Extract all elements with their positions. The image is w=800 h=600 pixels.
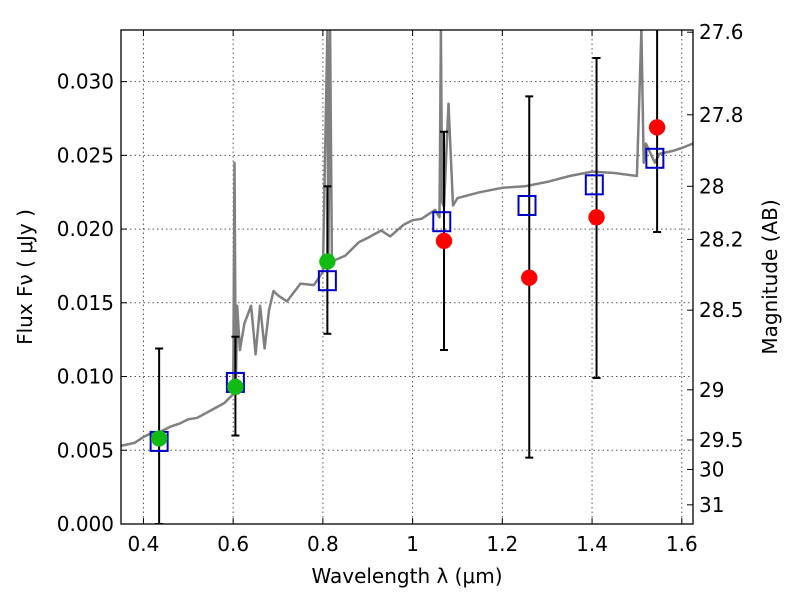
y-tick-label: 0.015 xyxy=(57,291,114,315)
x-tick-label: 0.6 xyxy=(217,532,249,556)
upper-limit-point xyxy=(648,119,666,136)
plot-area xyxy=(121,30,693,524)
axes-frame xyxy=(120,29,694,525)
upper-limit-point xyxy=(521,269,538,286)
y-tick-label: 0.025 xyxy=(57,143,114,167)
x-tick-label: 1.6 xyxy=(666,532,698,556)
x-tick-label: 0.4 xyxy=(128,532,160,556)
tick-labels: 0.4 0.6 0.8 1 1.2 1.4 1.6 0.000 0.005 0.010 0.015 0… xyxy=(57,20,744,556)
y-tick-label: 0.000 xyxy=(57,512,114,536)
x-tick-label: 1.2 xyxy=(486,532,518,556)
detection-point xyxy=(319,253,336,270)
y2-tick-label: 27.6 xyxy=(699,20,744,44)
model-photometry-square xyxy=(584,174,604,196)
model-photometry-square xyxy=(645,147,665,169)
detection-point xyxy=(150,430,168,447)
marker-layer xyxy=(149,119,666,452)
model-photometry-square xyxy=(517,194,537,216)
y-tick-label: 0.030 xyxy=(57,70,114,94)
x-tick-label: 0.8 xyxy=(307,532,339,556)
x-tick-label: 1 xyxy=(406,532,419,556)
axis-ticks xyxy=(121,30,693,525)
y2-tick-label: 28.5 xyxy=(699,298,744,322)
y2-tick-label: 29.5 xyxy=(699,428,744,452)
y-tick-label: 0.010 xyxy=(57,365,114,389)
y-tick-label: 0.020 xyxy=(57,217,114,241)
x-tick-label: 1.4 xyxy=(576,532,608,556)
upper-limit-point xyxy=(588,209,605,226)
y2-tick-label: 30 xyxy=(699,457,724,481)
y2-tick-label: 29 xyxy=(699,378,724,402)
upper-limit-point xyxy=(435,232,453,250)
x-axis-label: Wavelength λ (μm) xyxy=(311,564,502,588)
y-axis-label: Flux Fν ( μJy ) xyxy=(13,209,37,345)
y2-tick-label: 27.8 xyxy=(699,103,744,127)
y2-tick-label: 31 xyxy=(699,493,724,517)
y2-axis-label: Magnitude (AB) xyxy=(758,199,782,354)
detection-point xyxy=(227,378,244,396)
model-photometry-square xyxy=(432,211,452,233)
y-tick-label: 0.005 xyxy=(57,438,114,462)
model-photometry-square xyxy=(317,270,337,292)
y2-tick-label: 28.2 xyxy=(699,227,744,251)
y2-tick-label: 28 xyxy=(699,174,724,198)
